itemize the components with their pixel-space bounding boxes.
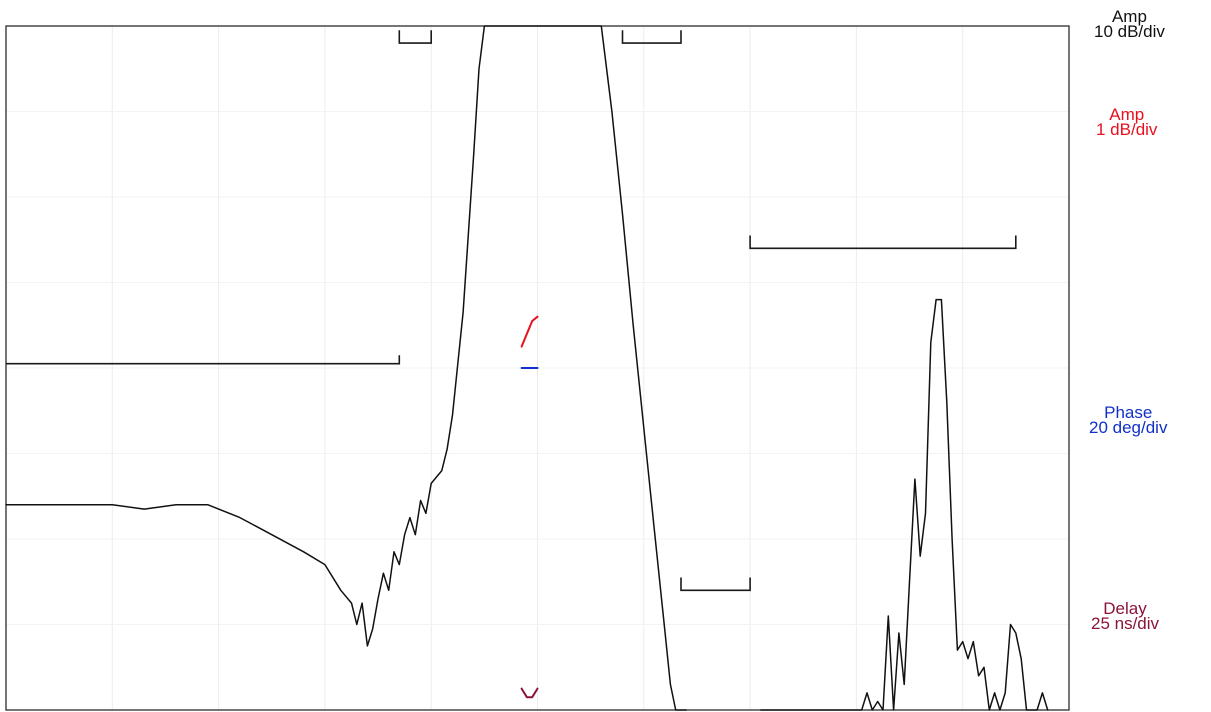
legend-amp-fine: Amp 1 dB/div (1096, 105, 1158, 139)
trace-amp-coarse-2 (759, 298, 1049, 711)
legend-amp-fine-scale: 1 dB/div (1096, 120, 1158, 139)
legend-amp-coarse: Amp 10 dB/div (1094, 7, 1165, 41)
traces (5, 25, 1049, 711)
legend-phase-scale: 20 deg/div (1089, 418, 1168, 437)
legend-delay-name: Delay (1103, 599, 1147, 618)
trace-delay-5 (520, 687, 539, 699)
legend-amp-coarse-scale: 10 dB/div (1094, 22, 1165, 41)
trace-amp-fine-3 (520, 315, 539, 348)
legend-delay: Delay 25 ns/div (1091, 599, 1160, 633)
limit-line-2 (398, 30, 433, 44)
limit-line-5 (749, 235, 1017, 250)
limit-line-1 (6, 355, 401, 365)
legend-delay-scale: 25 ns/div (1091, 614, 1160, 633)
limit-line-3 (621, 30, 682, 44)
limit-lines (6, 30, 1017, 592)
legend-amp-coarse-name: Amp (1111, 7, 1147, 26)
trace-amp-coarse-1 (5, 25, 688, 711)
legend-amp-fine-name: Amp (1109, 105, 1145, 124)
legend-phase: Phase 20 deg/div (1089, 403, 1168, 437)
limit-line-4 (680, 577, 751, 592)
legend-phase-name: Phase (1104, 403, 1153, 422)
